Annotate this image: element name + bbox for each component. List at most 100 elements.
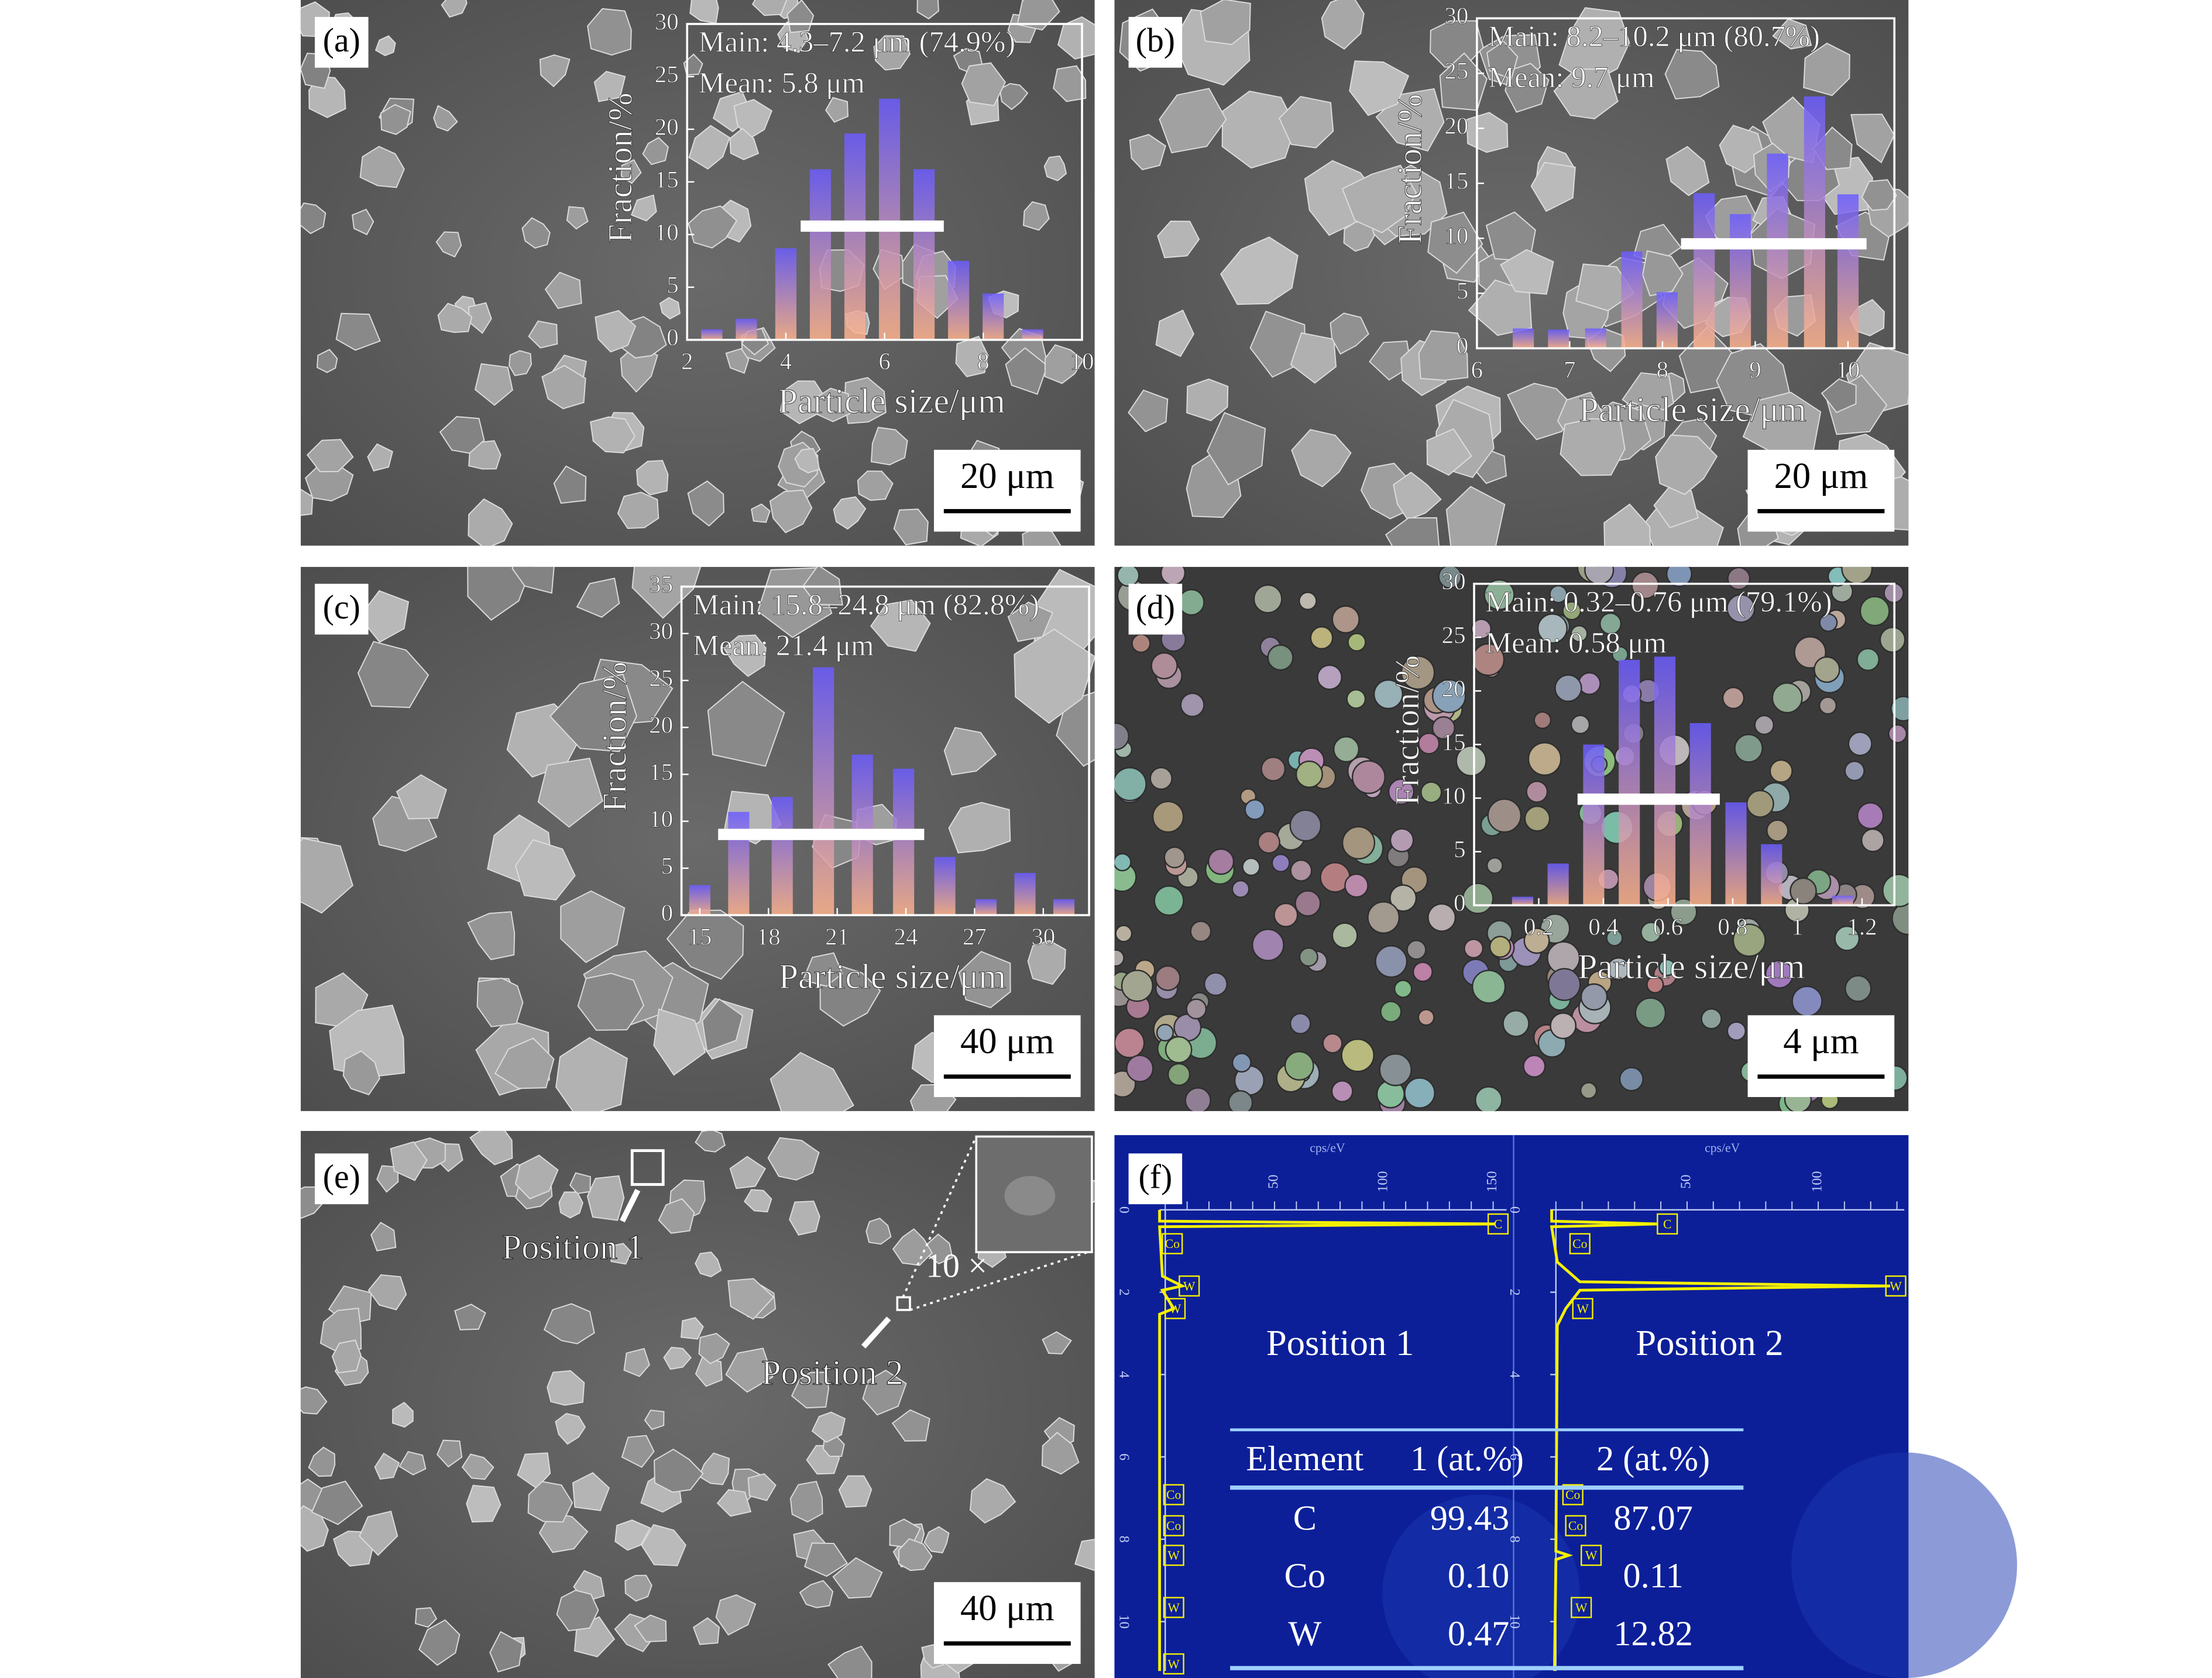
particle	[461, 1453, 494, 1480]
particle	[390, 1141, 428, 1181]
particle	[1526, 780, 1548, 803]
particle	[1331, 605, 1360, 634]
mean-text: Mean: 5.8 μm	[698, 67, 864, 99]
particle	[825, 97, 849, 123]
scale-bar-box	[933, 1582, 1081, 1664]
particle	[1042, 1331, 1072, 1354]
peak-label-box	[1179, 1275, 1200, 1297]
particle	[1606, 929, 1623, 947]
particle	[1341, 1038, 1375, 1072]
table-cell: 87.07	[1613, 1498, 1693, 1538]
particle	[1530, 161, 1576, 212]
particle	[433, 105, 458, 132]
particle	[961, 62, 1007, 106]
particle	[1184, 1087, 1211, 1112]
particle	[1114, 852, 1132, 872]
bar	[1583, 744, 1605, 906]
y-tick-label: 10	[649, 805, 673, 832]
peak-label: Co	[1572, 1237, 1587, 1251]
particle	[1664, 49, 1720, 99]
arrow	[861, 1316, 891, 1349]
particle	[476, 977, 524, 1027]
particle	[1462, 882, 1494, 914]
particle	[1464, 938, 1484, 959]
particle	[1819, 696, 1837, 715]
particle	[893, 508, 929, 546]
eds-tick-label: 100	[1810, 1171, 1825, 1192]
x-tick-label: 2	[681, 348, 693, 374]
particle	[958, 951, 1011, 1009]
particle	[1252, 929, 1284, 961]
y-tick-label: 35	[649, 570, 673, 597]
particle	[1341, 164, 1417, 233]
particle	[396, 774, 447, 820]
particle	[1445, 486, 1506, 546]
particle	[521, 217, 551, 249]
scale-bar-label: 20 μm	[960, 455, 1055, 496]
panel-label: (e)	[323, 1158, 360, 1196]
mean-text: Mean: 9.7 μm	[1488, 61, 1654, 94]
eds-y-tick-label: 2	[1507, 1289, 1522, 1296]
particle	[1857, 802, 1884, 830]
bar	[813, 667, 834, 916]
particle	[1330, 312, 1369, 355]
particle	[1190, 920, 1212, 943]
zoom-particle	[1004, 1176, 1056, 1216]
particle	[1203, 972, 1228, 996]
particle	[494, 1037, 555, 1089]
particle	[1289, 809, 1322, 842]
particle	[707, 680, 785, 767]
particle	[435, 231, 462, 258]
spectrum	[1158, 1209, 1496, 1671]
particle	[702, 998, 744, 1053]
main-range-text: Main: 15.8–24.8 μm (82.8%)	[693, 588, 1039, 621]
particle	[621, 1435, 655, 1468]
eds-y-tick-label: 0	[1116, 1206, 1131, 1213]
particle	[1417, 733, 1440, 755]
particle	[1726, 1021, 1746, 1041]
particle	[1746, 789, 1774, 818]
eds-y-tick-label: 0	[1507, 1206, 1522, 1213]
particle	[1180, 692, 1205, 717]
x-axis-label: Particle size/μm	[1579, 390, 1806, 429]
particle	[683, 53, 703, 76]
table-header: 2 (at.%)	[1596, 1439, 1710, 1478]
x-tick-label: 8	[977, 348, 989, 374]
particle	[541, 365, 586, 410]
particle	[300, 1386, 328, 1415]
particle	[1393, 472, 1442, 521]
particle	[1375, 945, 1408, 978]
scale-bar	[943, 1074, 1071, 1079]
particle	[1634, 997, 1667, 1029]
particle	[300, 837, 353, 914]
particle	[1167, 1062, 1191, 1086]
x-tick-label: 1	[1791, 913, 1803, 940]
particle	[511, 566, 555, 594]
particle	[1349, 60, 1410, 116]
particle	[1156, 1023, 1174, 1042]
particle	[560, 890, 626, 964]
scale-bar-box	[933, 449, 1081, 532]
y-tick-label: 25	[655, 60, 679, 87]
x-tick-label: 9	[1749, 356, 1761, 383]
particle	[466, 1484, 502, 1523]
particle	[923, 1526, 950, 1554]
particle	[642, 137, 669, 166]
particle	[1333, 736, 1360, 763]
particle	[441, 0, 468, 18]
x-tick-label: 8	[1657, 356, 1668, 383]
particle	[1207, 848, 1235, 875]
particle	[695, 1251, 722, 1278]
eds-glow	[1791, 1452, 2017, 1678]
particle	[1642, 250, 1684, 297]
particle	[751, 0, 788, 16]
particle	[1117, 566, 1140, 587]
particle	[1157, 221, 1200, 259]
x-axis-label: Particle size/μm	[1578, 947, 1805, 986]
bar	[736, 318, 757, 340]
particle	[1523, 1054, 1546, 1078]
particle	[663, 1346, 692, 1370]
particle	[1129, 133, 1166, 171]
